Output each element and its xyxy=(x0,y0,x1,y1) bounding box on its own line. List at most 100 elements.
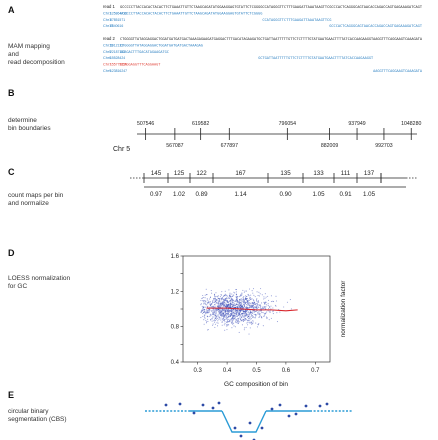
scatter-point xyxy=(265,296,267,298)
scatter-point xyxy=(235,299,237,301)
scatter-point xyxy=(222,310,224,312)
scatter-point xyxy=(217,325,219,327)
scatter-point xyxy=(212,313,215,315)
scatter-point xyxy=(239,304,242,306)
scatter-point xyxy=(257,300,259,302)
scatter-point xyxy=(217,320,219,322)
scatter-point xyxy=(236,303,238,305)
scatter-point xyxy=(221,321,223,323)
segmentation-point xyxy=(248,421,252,425)
scatter-point xyxy=(249,318,251,320)
scatter-point xyxy=(249,317,251,319)
scatter-point xyxy=(207,309,210,311)
scatter-point xyxy=(226,318,228,321)
scatter-point xyxy=(230,299,232,301)
scatter-point xyxy=(222,318,225,320)
panel-a-label: MAM mapping and read decomposition xyxy=(8,43,65,66)
scatter-point xyxy=(205,313,207,315)
bin-count-3: 167 xyxy=(235,170,246,177)
scatter-point xyxy=(216,315,218,317)
scatter-point xyxy=(204,308,206,311)
scatter-point xyxy=(253,306,255,308)
scatter-point xyxy=(200,300,202,302)
scatter-point xyxy=(240,303,242,305)
scatter-point xyxy=(202,312,204,315)
read2-alignment-chr-3: Chr7 xyxy=(103,63,111,67)
scatter-point xyxy=(220,312,222,314)
scatter-point xyxy=(220,314,222,316)
scatter-point xyxy=(272,311,274,313)
scatter-point xyxy=(213,299,215,301)
scatter-point xyxy=(206,311,208,313)
scatter-point xyxy=(225,325,227,327)
boundary-label-bottom-0: 567087 xyxy=(166,143,183,149)
scatter-point xyxy=(216,316,218,318)
scatter-point xyxy=(243,313,245,315)
scatter-point xyxy=(218,318,220,320)
scatter-point xyxy=(247,301,249,303)
scatter-point xyxy=(226,317,228,319)
scatter-point xyxy=(231,298,233,300)
scatter-point xyxy=(251,323,253,325)
scatter-point xyxy=(236,311,238,313)
scatter-point xyxy=(241,304,243,306)
scatter-point xyxy=(213,309,215,311)
scatter-point xyxy=(225,302,227,304)
scatter-point xyxy=(231,313,233,315)
scatter-point xyxy=(218,311,220,313)
segmentation-point xyxy=(217,401,221,405)
scatter-point xyxy=(218,315,220,317)
scatter-point xyxy=(264,297,266,299)
scatter-point xyxy=(208,311,210,313)
scatter-point xyxy=(222,315,224,317)
scatter-point xyxy=(235,314,237,316)
scatter-point xyxy=(264,315,266,317)
scatter-point xyxy=(239,296,241,298)
scatter-point xyxy=(240,316,243,318)
read1-alignment-chr-0: Chr1 xyxy=(103,11,111,15)
scatter-point xyxy=(248,322,251,324)
scatter-point xyxy=(275,295,277,297)
scatter-point xyxy=(238,313,240,315)
scatter-point xyxy=(202,311,205,314)
scatter-point xyxy=(201,305,203,308)
panel-e-letter: E xyxy=(8,390,15,400)
scatter-point xyxy=(256,300,258,302)
scatter-point xyxy=(213,301,215,303)
scatter-point xyxy=(222,319,224,321)
scatter-point xyxy=(219,305,221,307)
bin-factor-4: 0.90 xyxy=(279,191,292,198)
scatter-point xyxy=(252,317,254,319)
scatter-point xyxy=(237,317,239,319)
bin-factor-1: 1.02 xyxy=(173,191,186,198)
scatter-point xyxy=(227,306,229,308)
scatter-point xyxy=(207,329,209,331)
scatter-point xyxy=(238,331,240,334)
x-tick-label-4: 0.7 xyxy=(311,368,320,374)
scatter-point xyxy=(223,308,225,311)
scatter-point xyxy=(226,325,228,327)
scatter-point xyxy=(268,306,270,308)
scatter-point xyxy=(217,322,219,324)
scatter-point xyxy=(232,316,234,318)
scatter-point xyxy=(213,304,216,306)
scatter-point xyxy=(204,294,206,296)
scatter-point xyxy=(230,312,232,315)
scatter-point xyxy=(242,301,244,303)
scatter-point xyxy=(233,315,235,317)
scatter-point xyxy=(215,320,217,322)
scatter-point xyxy=(237,309,239,311)
scatter-point xyxy=(215,299,217,301)
scatter-point xyxy=(229,293,231,295)
scatter-point xyxy=(234,313,236,315)
scatter-point xyxy=(243,327,246,329)
scatter-point xyxy=(206,321,208,323)
x-tick-label-0: 0.3 xyxy=(194,368,203,374)
scatter-point xyxy=(227,304,229,306)
scatter-point xyxy=(223,302,225,304)
scatter-point xyxy=(239,314,241,316)
scatter-point xyxy=(240,318,242,320)
boundary-label-top-3: 937949 xyxy=(348,121,365,127)
scatter-point xyxy=(230,303,232,305)
read1-alignment-chr-2: Chr17 xyxy=(103,24,113,28)
